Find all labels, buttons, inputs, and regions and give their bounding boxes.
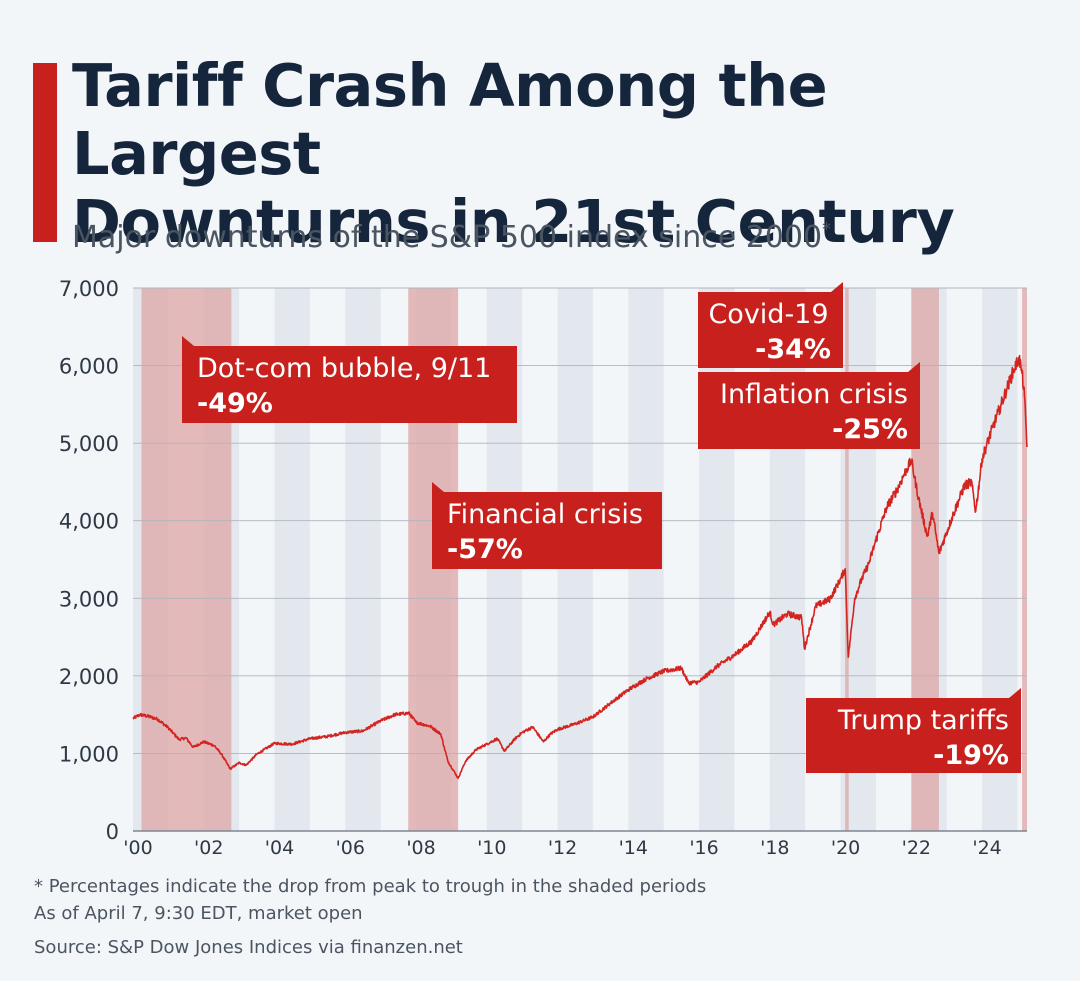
- x-axis: '00 '02 '04 '06 '08 '10 '12 '14 '16 '18 '20 '22 '24: [123, 837, 1001, 859]
- callout-tail: [831, 282, 843, 292]
- y-tick-label: 5,000: [59, 432, 119, 456]
- callouts: Dot-com bubble, 9/11 -49% Financial crisis…: [182, 282, 1021, 773]
- downturn-shade: [845, 288, 849, 831]
- title-line-2: Downturns in 21st Century: [72, 187, 955, 256]
- callout-value: -19%: [933, 740, 1009, 771]
- x-tick-label: '04: [265, 837, 294, 859]
- title-line-1: Tariff Crash Among the Largest: [72, 51, 828, 188]
- y-tick-label: 4,000: [59, 510, 119, 534]
- y-axis: 0 1,000 2,000 3,000 4,000 5,000 6,000 7,000: [59, 277, 119, 844]
- subtitle-footnote-mark: *: [822, 219, 832, 240]
- y-tick-label: 2,000: [59, 665, 119, 689]
- callout-value: -34%: [755, 334, 831, 365]
- callout-tail: [432, 482, 444, 492]
- page-title: Tariff Crash Among the Largest Downturns…: [72, 52, 1062, 256]
- footnote-percentages: * Percentages indicate the drop from pea…: [34, 876, 707, 897]
- series-sp500: [132, 354, 1028, 780]
- callout-tail: [1009, 688, 1021, 698]
- y-tick-label: 1,000: [59, 742, 119, 766]
- callout-value: -49%: [197, 388, 273, 419]
- callout-label: Dot-com bubble, 9/11: [197, 353, 491, 384]
- callout: Inflation crisis -25%: [698, 362, 920, 449]
- callout-value: -57%: [447, 534, 523, 565]
- callout-box: [432, 492, 662, 569]
- x-tick-label: '10: [477, 837, 506, 859]
- y-tick-label: 7,000: [59, 277, 119, 301]
- year-band: [699, 288, 735, 831]
- y-tick-label: 0: [106, 820, 119, 844]
- callout-label: Covid-19: [708, 299, 828, 330]
- callout-box: [806, 698, 1021, 773]
- downturn-shade: [1022, 288, 1027, 831]
- callout: Dot-com bubble, 9/11 -49%: [182, 336, 517, 423]
- x-tick-label: '02: [194, 837, 223, 859]
- y-tick-label: 6,000: [59, 355, 119, 379]
- subtitle-text: Major downturns of the S&P 500 index sin…: [72, 220, 823, 255]
- callout-label: Financial crisis: [447, 499, 643, 530]
- x-tick-label: '22: [902, 837, 931, 859]
- callout-label: Inflation crisis: [720, 379, 908, 410]
- accent-bar: [33, 63, 57, 242]
- sp500-line: [132, 354, 1028, 780]
- x-tick-label: '24: [972, 837, 1001, 859]
- year-band: [769, 288, 806, 831]
- callout: Trump tariffs -19%: [806, 688, 1021, 773]
- callout-value: -25%: [832, 414, 908, 445]
- callout-label: Trump tariffs: [837, 705, 1009, 736]
- x-tick-label: '20: [831, 837, 860, 859]
- footnote-as-of: As of April 7, 9:30 EDT, market open: [34, 903, 363, 924]
- x-tick-label: '00: [123, 837, 152, 859]
- x-tick-label: '16: [689, 837, 718, 859]
- x-tick-label: '14: [619, 837, 648, 859]
- callout: Financial crisis -57%: [432, 482, 662, 569]
- x-tick-label: '12: [548, 837, 577, 859]
- callout-box: [182, 346, 517, 423]
- x-tick-label: '06: [336, 837, 365, 859]
- x-tick-label: '08: [406, 837, 435, 859]
- callout: Covid-19 -34%: [698, 282, 843, 368]
- source-note: Source: S&P Dow Jones Indices via finanz…: [34, 937, 463, 958]
- x-tick-label: '18: [760, 837, 789, 859]
- callout-tail: [182, 336, 194, 346]
- line-chart: 0 1,000 2,000 3,000 4,000 5,000 6,000 7,000 '00…: [59, 277, 1028, 859]
- callout-box: [698, 292, 843, 368]
- callout-tail: [908, 362, 920, 372]
- callout-box: [698, 372, 920, 449]
- subtitle: Major downturns of the S&P 500 index sin…: [72, 208, 1062, 260]
- y-tick-label: 3,000: [59, 587, 119, 611]
